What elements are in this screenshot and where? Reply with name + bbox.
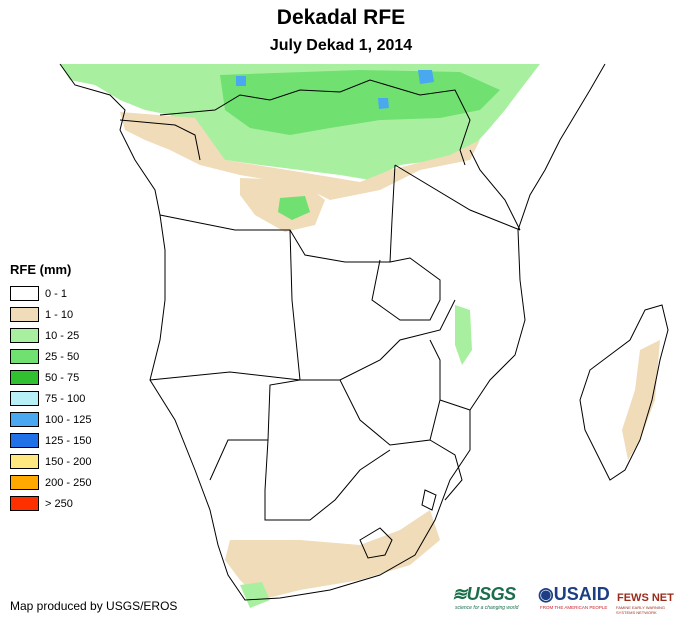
legend-swatch bbox=[10, 370, 39, 385]
credit-text: Map produced by USGS/EROS bbox=[10, 599, 178, 613]
border-5 bbox=[371, 257, 441, 321]
legend: RFE (mm) 0 - 1 1 - 10 10 - 25 25 - 50 50 - 7… bbox=[10, 262, 91, 514]
legend-item: 10 - 25 bbox=[10, 325, 91, 346]
legend-label: 50 - 75 bbox=[45, 371, 80, 384]
border-east bbox=[469, 149, 521, 231]
rain-cape bbox=[240, 582, 270, 608]
legend-swatch bbox=[10, 349, 39, 364]
rain-blue-3 bbox=[236, 76, 246, 86]
rain-lake-malawi bbox=[455, 305, 472, 365]
rain-central-green bbox=[278, 196, 310, 220]
usgs-logo: ≋USGS bbox=[452, 584, 516, 604]
fews-net-logo: FEWS NET bbox=[617, 592, 674, 604]
rain-light-band bbox=[120, 112, 480, 200]
legend-swatch bbox=[10, 454, 39, 469]
legend-label: 75 - 100 bbox=[45, 392, 86, 405]
swaziland bbox=[421, 489, 437, 511]
country-borders bbox=[59, 63, 669, 601]
legend-swatch bbox=[10, 328, 39, 343]
coastline bbox=[59, 63, 606, 601]
map-title: Dekadal RFE bbox=[276, 6, 406, 29]
legend-item: > 250 bbox=[10, 493, 91, 514]
usaid-tagline: FROM THE AMERICAN PEOPLE bbox=[540, 605, 608, 610]
legend-item: 25 - 50 bbox=[10, 346, 91, 367]
legend-item: 50 - 75 bbox=[10, 367, 91, 388]
usaid-logo: ◉USAID bbox=[538, 584, 610, 604]
border-2 bbox=[394, 164, 521, 231]
rain-blue-1 bbox=[418, 70, 434, 84]
legend-label: 10 - 25 bbox=[45, 329, 80, 342]
legend-item: 125 - 150 bbox=[10, 430, 91, 451]
legend-label: 1 - 10 bbox=[45, 308, 74, 321]
legend-item: 0 - 1 bbox=[10, 283, 91, 304]
madagascar bbox=[579, 304, 669, 481]
legend-item: 1 - 10 bbox=[10, 304, 91, 325]
legend-swatch bbox=[10, 286, 39, 301]
lesotho bbox=[359, 527, 393, 559]
border-6 bbox=[339, 339, 441, 446]
legend-title: RFE (mm) bbox=[10, 262, 72, 277]
legend-swatch bbox=[10, 307, 39, 322]
legend-label: 100 - 125 bbox=[45, 413, 92, 426]
legend-swatch bbox=[10, 391, 39, 406]
legend-item: 150 - 200 bbox=[10, 451, 91, 472]
usgs-tagline: science for a changing world bbox=[455, 605, 519, 611]
legend-swatch bbox=[10, 412, 39, 427]
border-north-1 bbox=[159, 79, 471, 166]
legend-swatch bbox=[10, 496, 39, 511]
border-3 bbox=[209, 229, 301, 481]
legend-item: 100 - 125 bbox=[10, 409, 91, 430]
border-north-2 bbox=[119, 119, 201, 161]
legend-swatch bbox=[10, 433, 39, 448]
border-1 bbox=[159, 164, 396, 263]
legend-label: 150 - 200 bbox=[45, 455, 92, 468]
legend-item: 75 - 100 bbox=[10, 388, 91, 409]
legend-label: > 250 bbox=[45, 497, 73, 510]
fews-net-tagline: FAMINE EARLY WARNING SYSTEMS NETWORK bbox=[616, 605, 666, 615]
legend-swatch bbox=[10, 475, 39, 490]
map-subtitle: July Dekad 1, 2014 bbox=[269, 37, 413, 54]
border-4 bbox=[149, 299, 456, 381]
legend-label: 125 - 150 bbox=[45, 434, 92, 447]
rain-madagascar-east bbox=[622, 340, 660, 460]
legend-label: 25 - 50 bbox=[45, 350, 80, 363]
border-8 bbox=[429, 399, 471, 501]
legend-label: 200 - 250 bbox=[45, 476, 92, 489]
legend-label: 0 - 1 bbox=[45, 287, 68, 300]
rain-south-coast bbox=[225, 510, 440, 600]
rain-blue-2 bbox=[378, 98, 389, 109]
border-7 bbox=[264, 439, 391, 521]
rainfall-areas bbox=[60, 64, 660, 608]
legend-item: 200 - 250 bbox=[10, 472, 91, 493]
rain-heavy-north bbox=[220, 70, 500, 135]
